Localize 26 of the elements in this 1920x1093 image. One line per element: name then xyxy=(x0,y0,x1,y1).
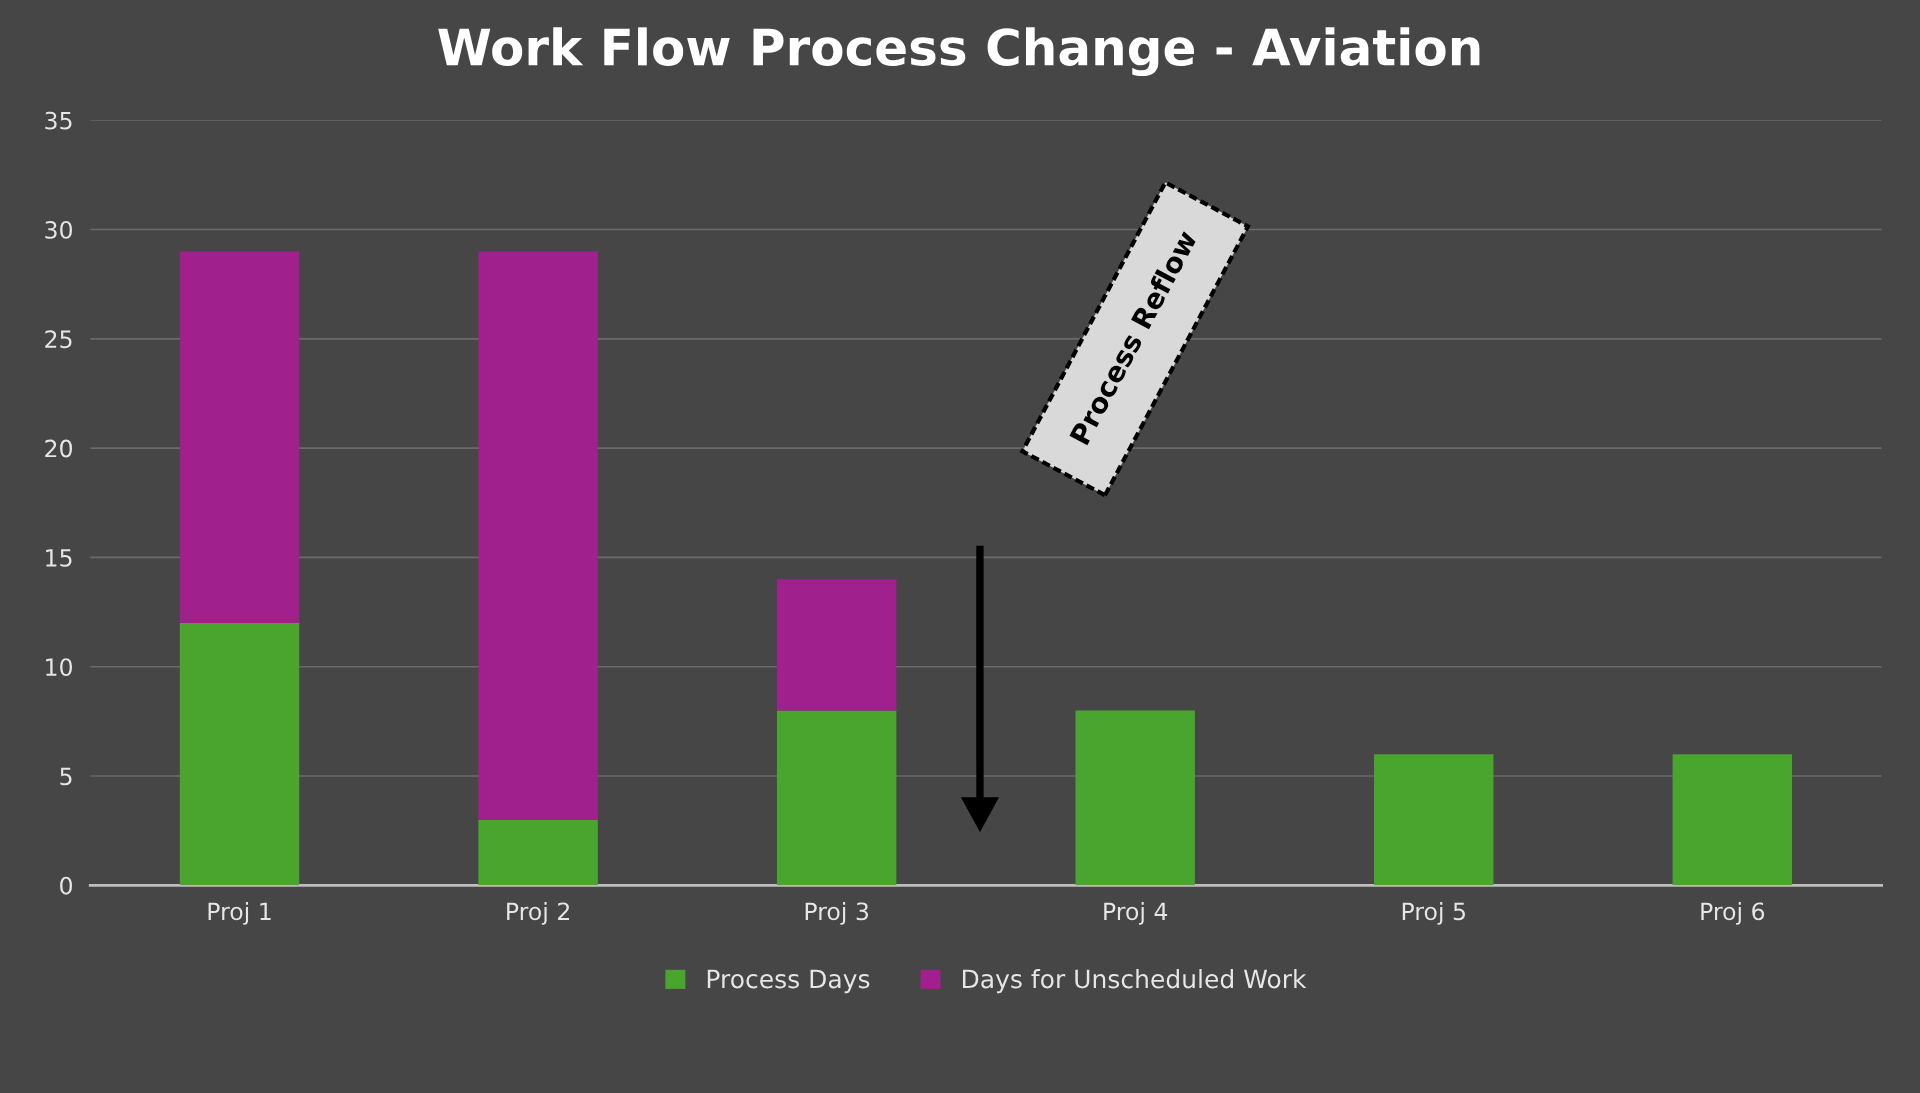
bar xyxy=(776,710,897,886)
legend-label: Days for Unscheduled Work xyxy=(962,969,1307,994)
x-tick-label: Proj 6 xyxy=(1701,902,1765,925)
x-tick-label: Proj 3 xyxy=(805,902,869,925)
bar xyxy=(179,251,300,624)
x-tick-label: Proj 1 xyxy=(208,902,271,925)
legend-label: Process Days xyxy=(707,969,870,994)
y-tick-label: 25 xyxy=(45,330,72,349)
x-tick-label: Proj 2 xyxy=(507,902,569,925)
y-tick-label: 15 xyxy=(46,549,72,567)
y-tick-label: 10 xyxy=(46,658,72,677)
bar xyxy=(1075,710,1195,886)
bar xyxy=(179,623,300,886)
y-tick-label: 0 xyxy=(60,876,73,895)
y-tick-label: 5 xyxy=(60,767,72,786)
bar xyxy=(478,819,598,886)
y-tick-label: 35 xyxy=(45,111,72,130)
bar xyxy=(776,579,897,711)
bar xyxy=(1672,754,1793,886)
x-tick-label: Proj 4 xyxy=(1104,902,1168,925)
y-tick-label: 20 xyxy=(45,439,72,458)
x-tick-label: Proj 5 xyxy=(1402,902,1465,925)
y-tick-label: 30 xyxy=(45,220,72,239)
bar xyxy=(478,251,598,820)
bar xyxy=(1374,754,1494,886)
chart-title: Work Flow Process Change - Aviation xyxy=(438,27,1480,77)
